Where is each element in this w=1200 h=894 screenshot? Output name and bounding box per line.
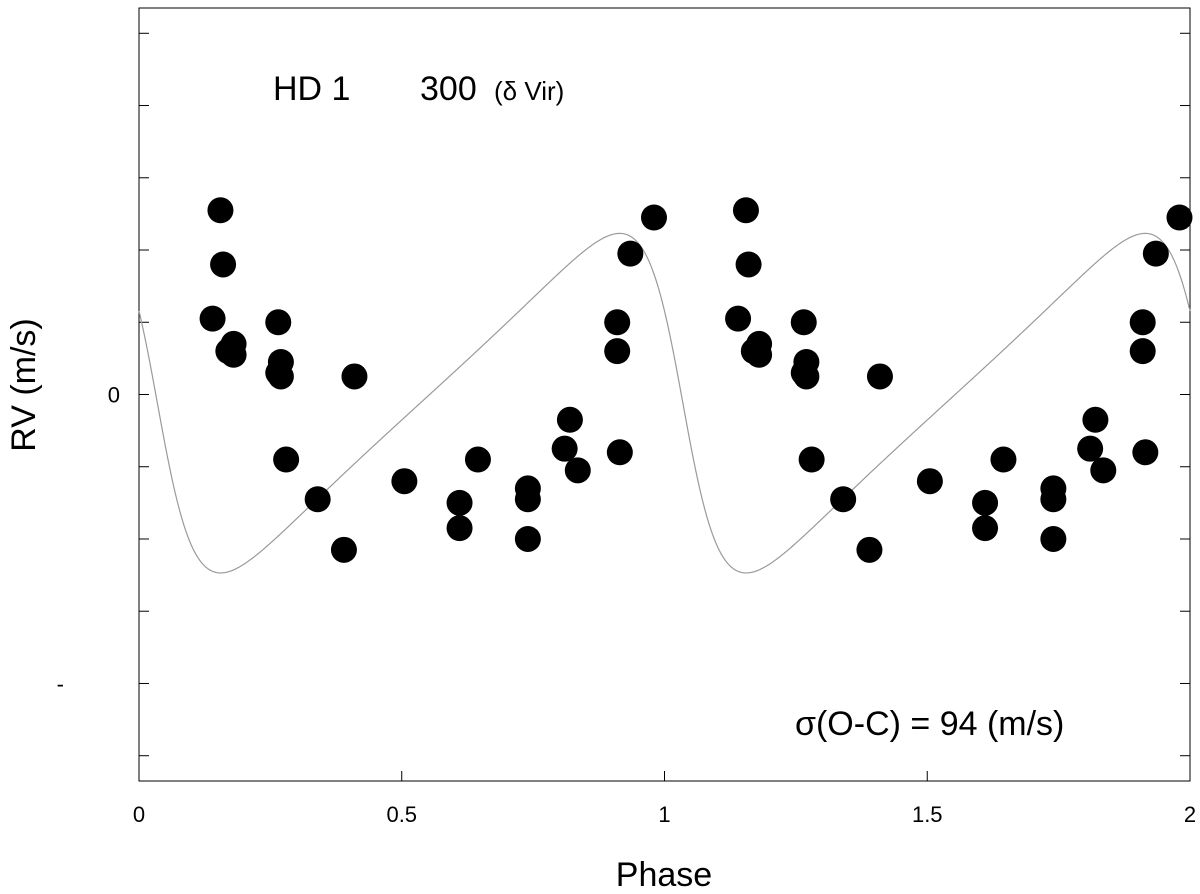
data-point — [207, 197, 234, 224]
data-point — [391, 468, 418, 495]
y-axis-ticks: 0- — [57, 32, 1190, 757]
data-point — [790, 309, 817, 336]
data-point — [856, 536, 883, 563]
data-point — [210, 251, 237, 278]
plot-frame — [138, 7, 1191, 782]
x-axis-ticks: 0 0.5 1 1.5 2 — [133, 771, 1196, 827]
data-point — [1129, 309, 1156, 336]
data-point — [990, 446, 1017, 473]
x-axis-label: Phase — [616, 856, 712, 894]
data-point — [1142, 240, 1169, 267]
data-point — [446, 515, 473, 542]
data-point — [972, 489, 999, 516]
data-point — [725, 305, 752, 332]
data-point — [304, 486, 331, 513]
data-point — [199, 305, 226, 332]
data-point — [220, 330, 247, 357]
data-point — [1166, 204, 1193, 231]
data-point — [916, 468, 943, 495]
chart-title-alias: (δ Vir) — [494, 76, 564, 106]
data-point — [556, 406, 583, 433]
y-axis-label: RV (m/s) — [5, 318, 43, 451]
data-point — [798, 446, 825, 473]
data-point — [1129, 338, 1156, 365]
data-point — [265, 309, 292, 336]
data-point — [464, 446, 491, 473]
data-point — [640, 204, 667, 231]
data-point — [604, 338, 631, 365]
data-point — [790, 359, 817, 386]
chart-title: HD 1 — [273, 70, 350, 108]
orbit-fit-curve — [138, 232, 1191, 574]
x-tick-label: 0 — [133, 802, 145, 827]
x-tick-label: 2 — [1184, 802, 1196, 827]
data-point — [604, 309, 631, 336]
data-point — [265, 359, 292, 386]
data-points — [199, 197, 1193, 563]
data-point — [1040, 486, 1067, 513]
data-point — [617, 240, 644, 267]
x-tick-label: 1 — [658, 802, 670, 827]
x-tick-label: 0.5 — [386, 802, 417, 827]
x-tick-label: 1.5 — [912, 802, 943, 827]
sigma-annotation: σ(O-C) = 94 (m/s) — [795, 705, 1064, 743]
data-point — [551, 435, 578, 462]
data-point — [1077, 435, 1104, 462]
data-point — [446, 489, 473, 516]
data-point — [735, 251, 762, 278]
data-point — [514, 525, 541, 552]
data-point — [830, 486, 857, 513]
data-point — [514, 486, 541, 513]
data-point — [972, 515, 999, 542]
data-point — [341, 363, 368, 390]
data-point — [564, 457, 591, 484]
data-point — [746, 330, 773, 357]
y-tick-label: - — [57, 671, 64, 696]
data-point — [606, 439, 633, 466]
data-point — [866, 363, 893, 390]
data-point — [1132, 439, 1159, 466]
data-point — [1082, 406, 1109, 433]
chart-title-number: 300 — [420, 70, 477, 108]
y-tick-label: 0 — [108, 383, 120, 408]
data-point — [732, 197, 759, 224]
data-point — [1040, 525, 1067, 552]
data-point — [330, 536, 357, 563]
data-point — [1090, 457, 1117, 484]
data-point — [273, 446, 300, 473]
